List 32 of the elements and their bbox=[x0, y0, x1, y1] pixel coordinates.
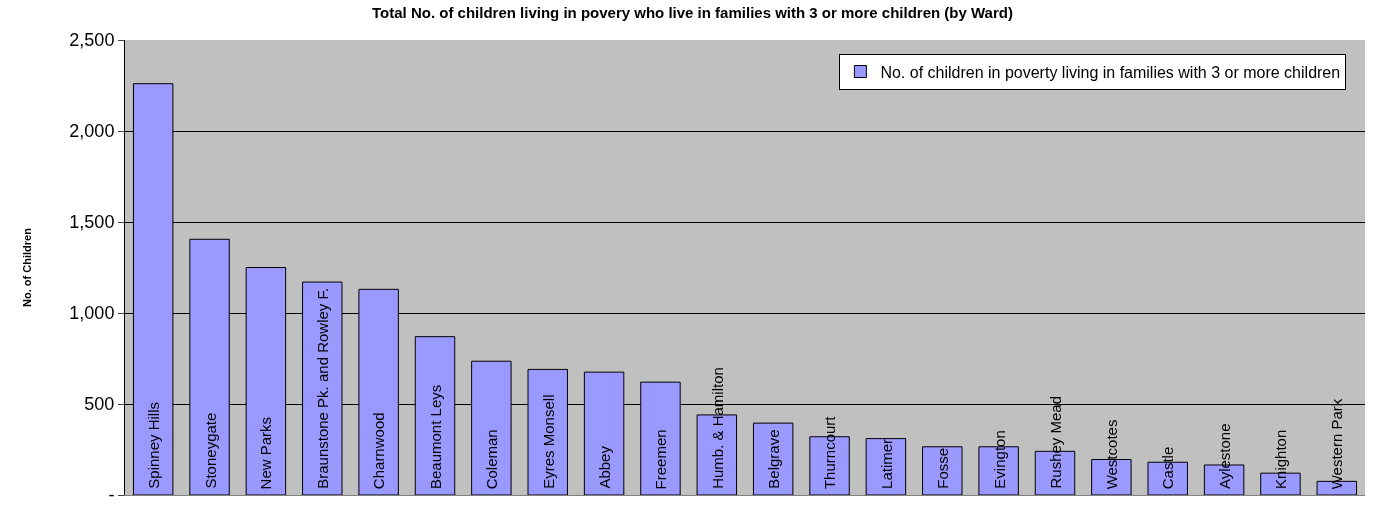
x-tick-label: Stoneygate bbox=[201, 412, 219, 489]
x-tick-label: Belgrave bbox=[764, 429, 782, 489]
bar bbox=[922, 446, 963, 495]
x-tick-label: Fosse bbox=[933, 447, 951, 489]
x-tick-label: Braunstone Pk. and Rowley F. bbox=[313, 287, 331, 489]
x-tick-label: Thurncourt bbox=[821, 415, 839, 490]
y-tick-label: - bbox=[108, 485, 115, 506]
y-tick-label: 2,000 bbox=[69, 121, 115, 142]
x-tick-label: Eyres Monsell bbox=[539, 394, 557, 489]
x-tick-label: Westcotes bbox=[1103, 419, 1121, 490]
x-tick-label: Freemen bbox=[652, 429, 670, 490]
x-tick-label: Charnwood bbox=[370, 412, 388, 490]
y-tick-label: 1,500 bbox=[69, 212, 115, 233]
x-tick-label: Rushey Mead bbox=[1046, 395, 1064, 489]
y-axis-title: No. of Children bbox=[21, 227, 33, 307]
y-tick-label: 500 bbox=[84, 394, 115, 415]
x-tick-label: Beaumont Leys bbox=[427, 384, 444, 489]
x-tick-label: Abbey bbox=[595, 445, 613, 489]
chart-title: Total No. of children living in povery who live in families with 3 or more children (by Ward) bbox=[372, 4, 1013, 22]
y-tick-label: 1,000 bbox=[69, 303, 115, 324]
x-tick-label: Humb. & Hamilton bbox=[708, 367, 726, 489]
bar bbox=[752, 422, 794, 495]
x-tick-label: Castle bbox=[1159, 446, 1177, 490]
x-tick-label: Aylestone bbox=[1216, 423, 1234, 490]
x-tick-label: New Parks bbox=[257, 416, 275, 490]
y-tick-label: 2,500 bbox=[69, 30, 115, 51]
x-tick-label: Latimer bbox=[877, 438, 895, 489]
x-tick-label: Knighton bbox=[1271, 429, 1289, 489]
legend-label: No. of children in poverty living in families with 3 or more children bbox=[880, 63, 1341, 81]
x-tick-label: Coleman bbox=[483, 429, 501, 490]
x-tick-label: Evington bbox=[990, 430, 1008, 489]
x-tick-label: Spinney Hills bbox=[144, 401, 162, 489]
